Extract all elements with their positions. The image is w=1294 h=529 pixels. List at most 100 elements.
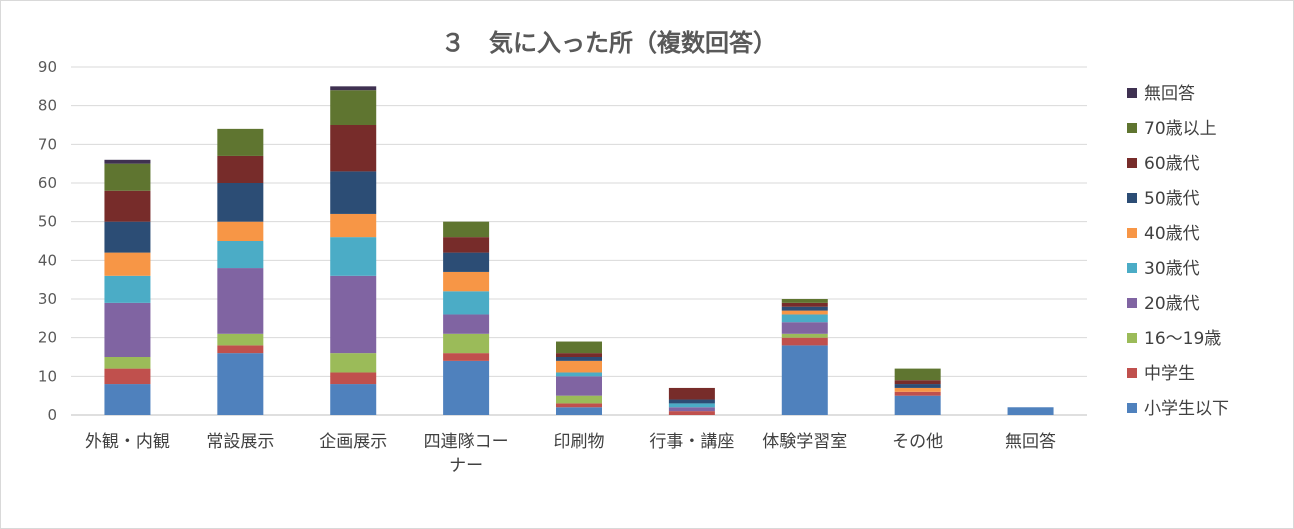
bar-segment <box>781 345 828 415</box>
bar-segment <box>668 407 715 412</box>
y-tick-label: 20 <box>38 329 57 347</box>
bar-segment <box>556 403 602 408</box>
y-tick-label: 30 <box>38 290 57 308</box>
bar-segment <box>668 399 715 404</box>
bar-segment <box>781 306 828 311</box>
bar-segment <box>443 333 490 354</box>
bar-segment <box>781 299 828 303</box>
bar-segment <box>894 384 941 388</box>
legend-label: 30歳代 <box>1144 259 1200 279</box>
legend-swatch <box>1127 228 1137 238</box>
legend-label: 60歳代 <box>1144 154 1200 174</box>
x-tick-label: 印刷物 <box>554 432 605 452</box>
bar-segment <box>330 384 377 415</box>
bar-segment <box>556 360 602 373</box>
bar-segment <box>217 353 264 415</box>
legend-swatch <box>1127 298 1137 308</box>
bar-segment <box>443 221 490 238</box>
bar-segment <box>894 387 941 392</box>
bar-segment <box>104 302 151 357</box>
bar-segment <box>330 213 377 238</box>
bar-segment <box>330 372 377 385</box>
bar-segment <box>217 333 264 346</box>
legend-swatch <box>1127 403 1137 413</box>
y-tick-label: 70 <box>38 135 57 153</box>
bar-segment <box>781 322 828 334</box>
bar-segment <box>217 241 264 269</box>
y-tick-label: 60 <box>38 174 57 192</box>
bar-segment <box>330 237 377 276</box>
x-tick-label: ナー <box>449 456 483 476</box>
bar-segment <box>330 171 377 214</box>
bar-segment <box>217 155 264 183</box>
bar-segment <box>443 252 490 272</box>
bar-segment <box>894 395 941 415</box>
y-tick-label: 80 <box>38 97 57 115</box>
bar-segment <box>217 268 264 334</box>
legend-swatch <box>1127 333 1137 343</box>
y-tick-label: 90 <box>38 58 57 76</box>
legend-label: 50歳代 <box>1144 189 1200 209</box>
bar-segment <box>104 159 151 164</box>
x-tick-label: 行事・講座 <box>649 432 734 452</box>
bar-segment <box>330 275 377 354</box>
bar-segment <box>104 221 151 253</box>
bar-segment <box>443 353 490 361</box>
bar-segment <box>556 376 602 396</box>
bar-segment <box>330 125 377 172</box>
bar-segment <box>668 411 715 415</box>
x-tick-label: 企画展示 <box>319 432 387 452</box>
bar-segment <box>217 221 264 241</box>
x-tick-label: 四連隊コー <box>424 432 509 452</box>
bar-segment <box>781 314 828 323</box>
bar-segment <box>104 163 151 191</box>
bar-segment <box>668 403 715 408</box>
legend-label: 20歳代 <box>1144 294 1200 314</box>
bar-segment <box>104 190 151 222</box>
legend-swatch <box>1127 123 1137 133</box>
bar-segment <box>556 372 602 377</box>
bar-segment <box>781 310 828 315</box>
bar-segment <box>556 353 602 357</box>
bar-segment <box>443 237 490 253</box>
legend-label: 70歳以上 <box>1144 119 1217 139</box>
x-tick-label: その他 <box>892 432 943 452</box>
bar-segment <box>894 391 941 396</box>
bar-segment <box>781 333 828 338</box>
bar-segment <box>443 360 490 415</box>
bar-segment <box>330 90 377 125</box>
bar-segment <box>556 341 602 354</box>
bar-segment <box>443 271 490 292</box>
y-tick-label: 40 <box>38 251 57 269</box>
legend-label: 無回答 <box>1144 84 1195 104</box>
bar-segment <box>104 384 151 415</box>
bar-segment <box>217 183 264 222</box>
bar-segment <box>443 291 490 315</box>
bar-segment <box>1007 407 1054 415</box>
legend-swatch <box>1127 88 1137 98</box>
bar-segment <box>668 387 715 400</box>
bar-segment <box>217 128 264 156</box>
bar-segment <box>556 395 602 404</box>
bar-segment <box>104 252 151 276</box>
bar-segment <box>781 302 828 307</box>
legend-label: 16～19歳 <box>1144 329 1221 349</box>
x-tick-label: 常設展示 <box>206 432 274 452</box>
bar-segment <box>556 407 602 415</box>
x-tick-label: 無回答 <box>1005 432 1056 452</box>
bar-segment <box>443 314 490 334</box>
bar-segment <box>781 337 828 346</box>
y-tick-label: 0 <box>47 406 57 424</box>
x-tick-label: 体験学習室 <box>762 432 847 452</box>
legend-label: 中学生 <box>1144 364 1195 384</box>
bar-segment <box>894 368 941 381</box>
bar-segment <box>217 345 264 354</box>
legend-label: 40歳代 <box>1144 224 1200 244</box>
legend-swatch <box>1127 193 1137 203</box>
bar-segment <box>894 380 941 385</box>
bar-segment <box>104 368 151 385</box>
bar-segment <box>104 357 151 369</box>
y-tick-label: 50 <box>38 213 57 231</box>
